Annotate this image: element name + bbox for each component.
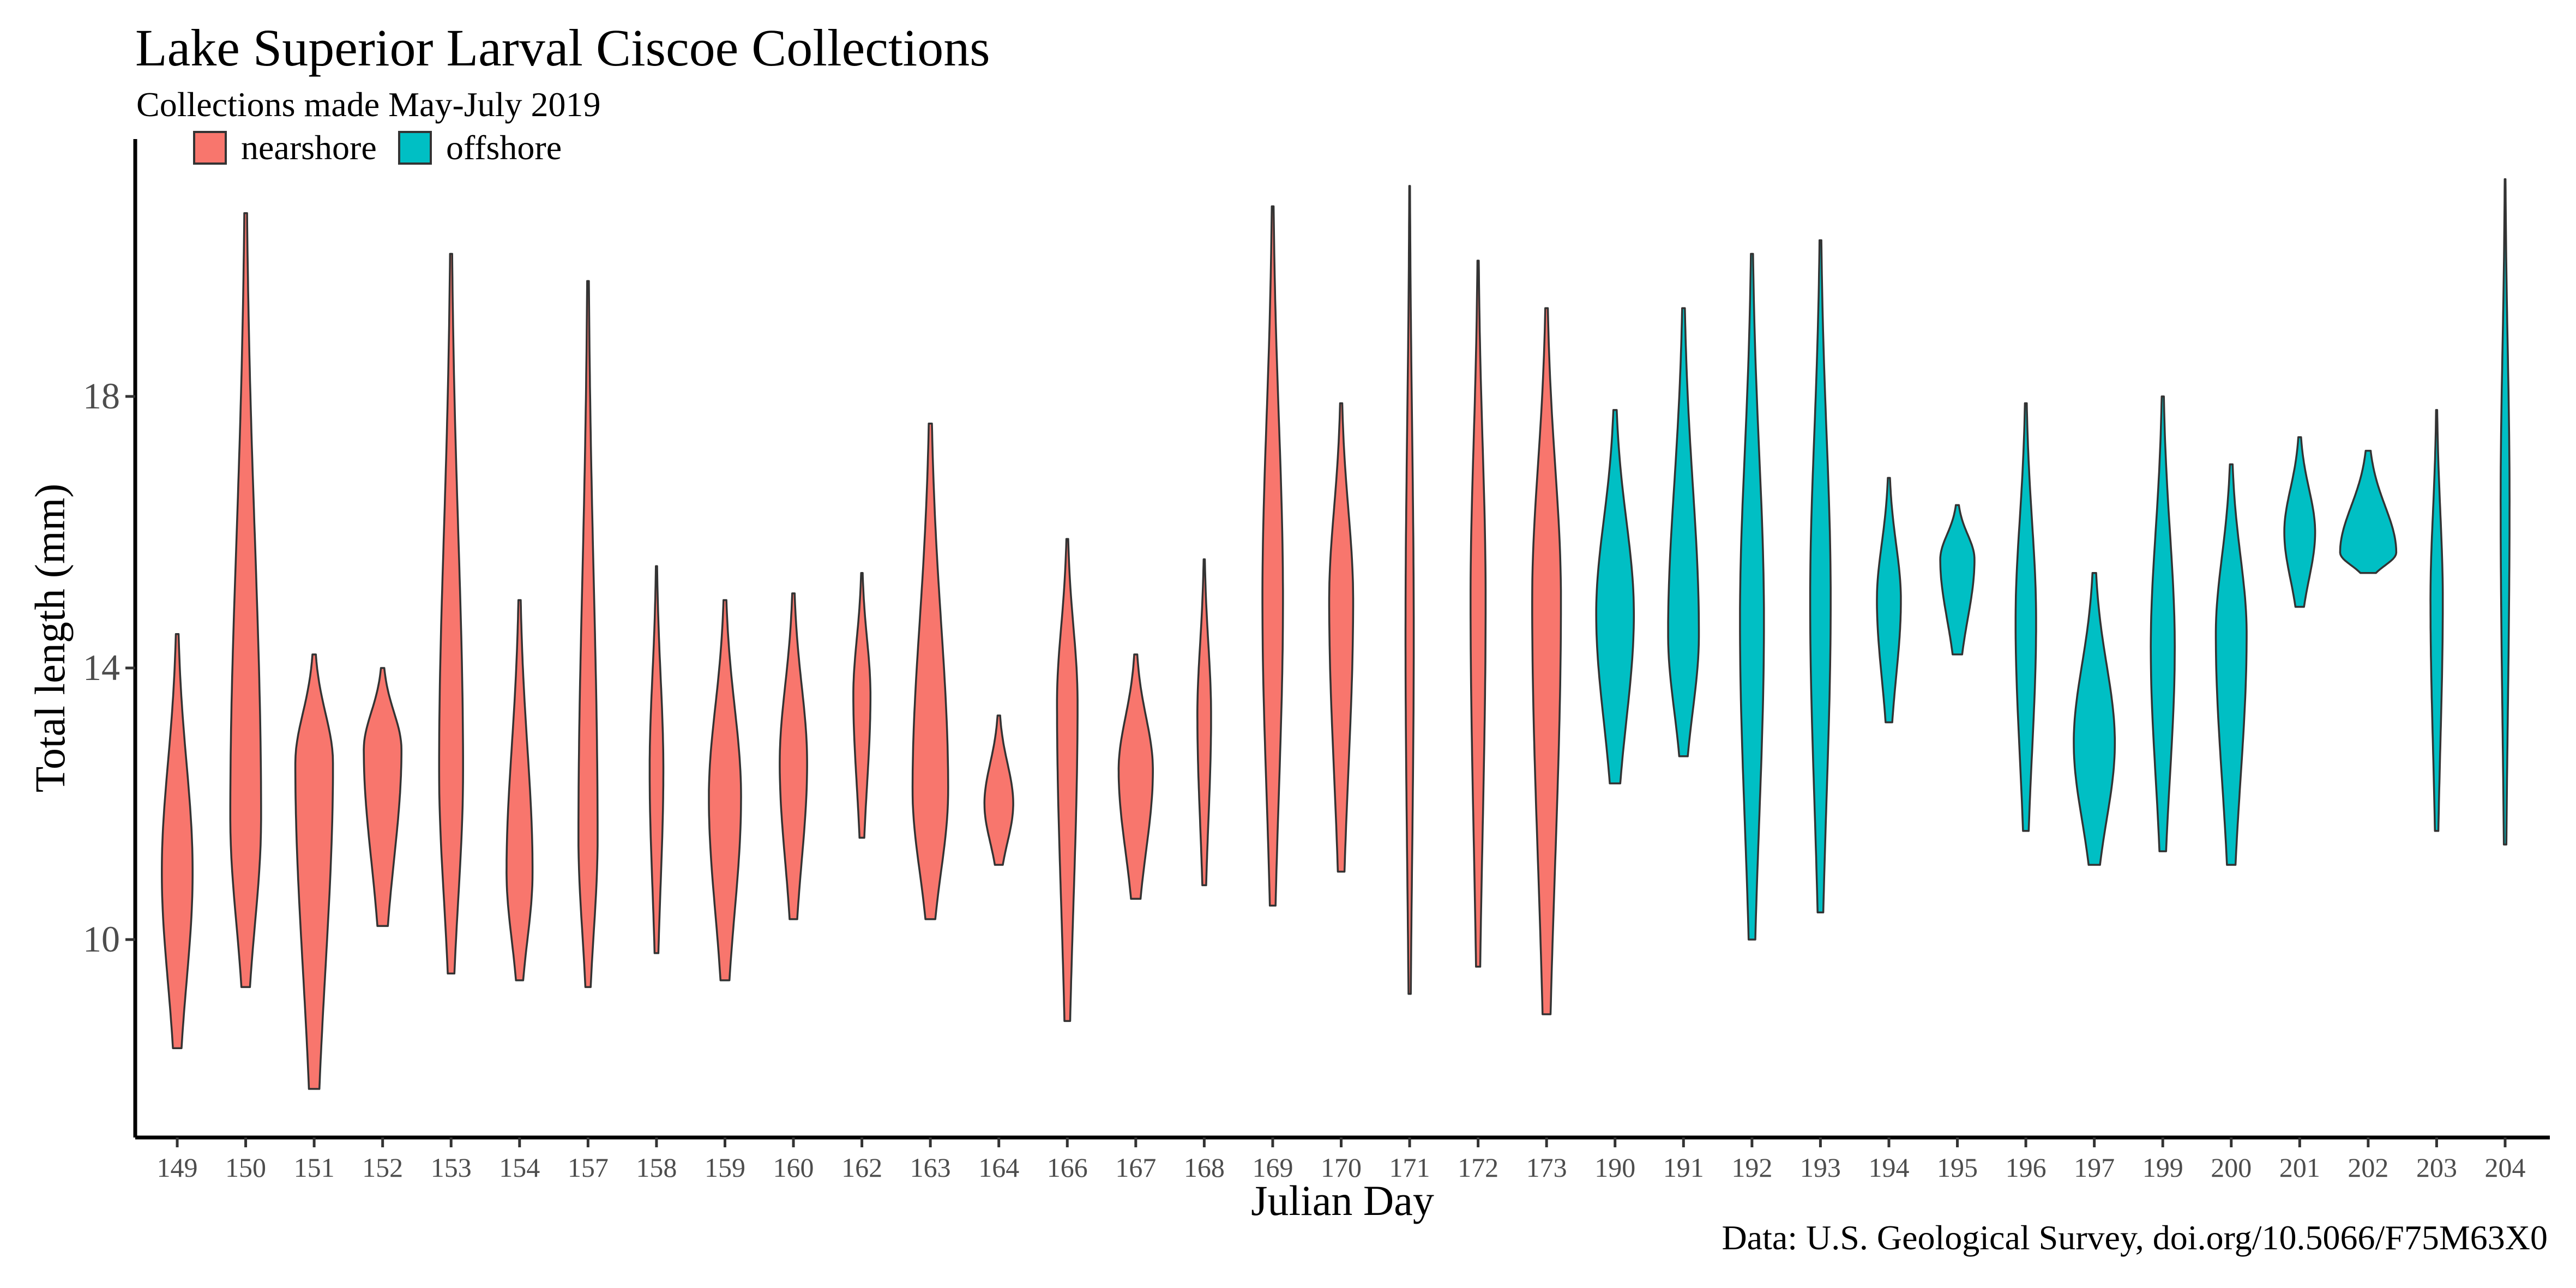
x-tick-label: 154 (499, 1152, 540, 1183)
x-tick-label: 200 (2211, 1152, 2252, 1183)
violin-day-191 (1667, 307, 1700, 757)
x-tick-label: 173 (1526, 1152, 1567, 1183)
violin-day-166 (1056, 538, 1079, 1022)
x-tick-label: 164 (978, 1152, 1019, 1183)
x-tick-label: 149 (157, 1152, 198, 1183)
y-axis-title: Total length (mm) (26, 484, 74, 792)
violin-day-158 (648, 565, 665, 954)
violin-day-203 (2429, 409, 2444, 832)
violin-day-164 (983, 714, 1014, 866)
x-tick-label: 163 (910, 1152, 951, 1183)
legend-key-offshore (398, 131, 432, 165)
violin-day-167 (1117, 653, 1154, 900)
x-tick-label: 153 (431, 1152, 472, 1183)
violin-day-152 (363, 667, 402, 927)
legend-key-nearshore (193, 131, 227, 165)
violin-day-157 (577, 280, 599, 988)
violin-layer (161, 178, 2511, 1090)
violin-day-190 (1595, 409, 1635, 785)
x-tick-label: 193 (1800, 1152, 1841, 1183)
x-tick-label: 195 (1937, 1152, 1978, 1183)
chart-subtitle: Collections made May-July 2019 (136, 85, 601, 124)
y-tick-label: 14 (83, 647, 120, 688)
x-tick-label: 199 (2142, 1152, 2183, 1183)
violin-day-150 (229, 212, 262, 988)
violin-day-160 (779, 592, 808, 920)
violin-day-196 (2014, 402, 2037, 832)
violin-day-200 (2214, 463, 2248, 866)
violin-day-168 (1196, 558, 1212, 887)
legend-label-nearshore: nearshore (241, 128, 377, 167)
violin-day-197 (2073, 571, 2116, 866)
violin-day-149 (161, 633, 194, 1049)
x-axis: 149 150 151 152 153 154 157 158 159 160 162 163 164 1… (157, 1137, 2526, 1183)
violin-day-170 (1328, 402, 1355, 873)
violin-day-173 (1531, 307, 1562, 1015)
violin-day-163 (911, 423, 949, 920)
x-tick-label: 166 (1047, 1152, 1088, 1183)
x-tick-label: 204 (2485, 1152, 2526, 1183)
x-tick-label: 167 (1115, 1152, 1156, 1183)
violin-day-195 (1939, 504, 1976, 655)
violin-day-153 (438, 252, 464, 975)
x-tick-label: 162 (841, 1152, 882, 1183)
x-tick-label: 168 (1184, 1152, 1225, 1183)
violin-day-154 (505, 599, 534, 982)
x-tick-label: 151 (294, 1152, 335, 1183)
violin-day-171 (1404, 185, 1415, 995)
y-axis: 10 14 18 (83, 375, 135, 960)
legend: nearshore offshore (193, 128, 562, 167)
x-tick-label: 196 (2006, 1152, 2047, 1183)
x-tick-label: 201 (2279, 1152, 2320, 1183)
y-tick-label: 10 (83, 918, 120, 960)
x-tick-label: 192 (1731, 1152, 1772, 1183)
y-tick-label: 18 (83, 375, 120, 417)
x-tick-label: 170 (1321, 1152, 1362, 1183)
x-tick-label: 191 (1663, 1152, 1704, 1183)
violin-day-169 (1261, 205, 1284, 907)
x-tick-label: 172 (1458, 1152, 1498, 1183)
violin-day-202 (2339, 449, 2398, 574)
violin-day-172 (1470, 260, 1487, 968)
violin-day-194 (1876, 477, 1902, 724)
chart-title: Lake Superior Larval Ciscoe Collections (135, 19, 990, 77)
x-tick-label: 197 (2074, 1152, 2115, 1183)
x-tick-label: 159 (705, 1152, 745, 1183)
violin-day-162 (852, 571, 872, 839)
violin-day-199 (2150, 395, 2176, 852)
x-tick-label: 160 (773, 1152, 814, 1183)
chart-caption: Data: U.S. Geological Survey, doi.org/10… (1722, 1218, 2548, 1257)
x-tick-label: 171 (1389, 1152, 1430, 1183)
x-tick-label: 152 (362, 1152, 403, 1183)
x-tick-label: 150 (225, 1152, 266, 1183)
x-tick-label: 202 (2348, 1152, 2388, 1183)
x-tick-label: 203 (2416, 1152, 2457, 1183)
x-tick-label: 194 (1868, 1152, 1909, 1183)
x-tick-label: 169 (1252, 1152, 1293, 1183)
violin-day-193 (1809, 239, 1832, 913)
violin-day-159 (708, 599, 742, 982)
x-tick-label: 157 (568, 1152, 609, 1183)
violin-day-151 (294, 653, 334, 1090)
x-tick-label: 190 (1594, 1152, 1635, 1183)
x-axis-title: Julian Day (1251, 1177, 1434, 1224)
violin-day-192 (1739, 252, 1765, 941)
violin-day-204 (2500, 178, 2511, 846)
x-tick-label: 158 (636, 1152, 677, 1183)
violin-day-201 (2283, 436, 2316, 608)
legend-label-offshore: offshore (446, 128, 562, 167)
